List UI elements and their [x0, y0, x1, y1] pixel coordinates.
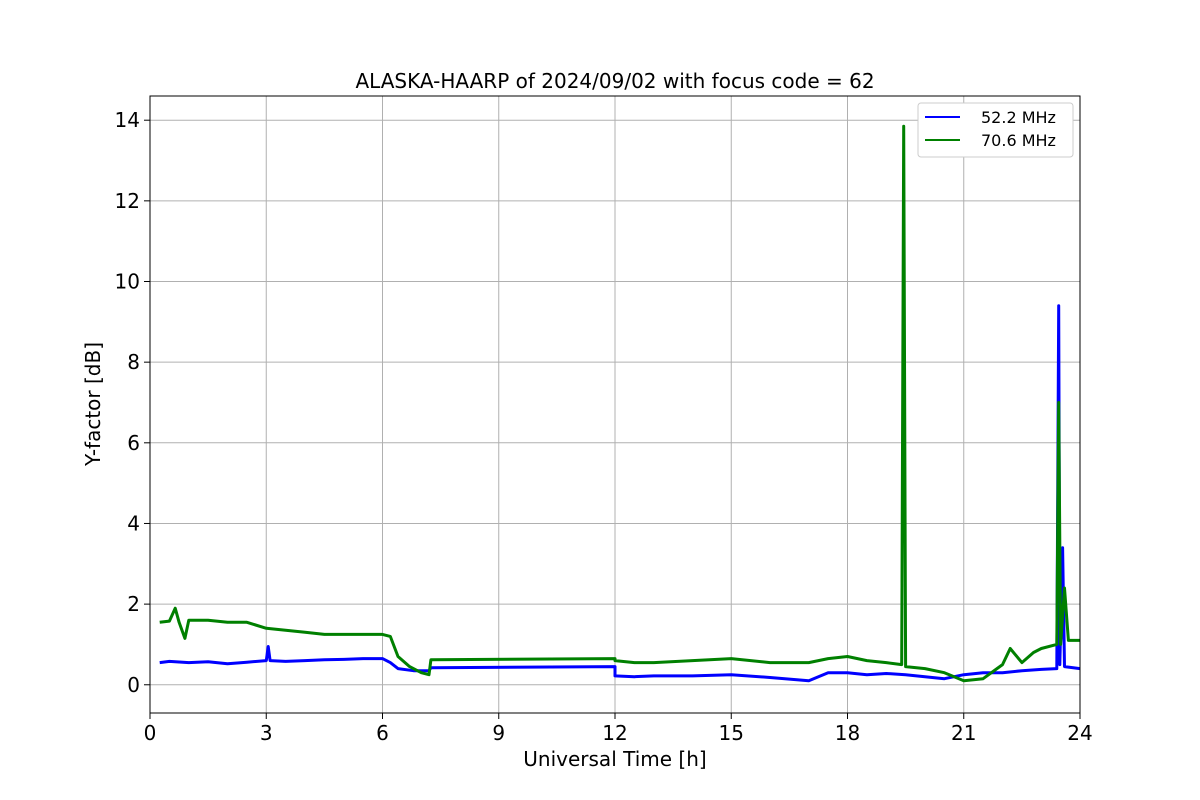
legend-label-70-6-mhz: 70.6 MHz: [981, 131, 1056, 150]
x-axis-label: Universal Time [h]: [523, 747, 706, 771]
x-tick-label: 3: [260, 721, 273, 745]
x-tick-label: 15: [719, 721, 744, 745]
x-tick-label: 9: [492, 721, 505, 745]
x-tick-label: 0: [144, 721, 157, 745]
x-tick-label: 12: [602, 721, 627, 745]
chart-title: ALASKA-HAARP of 2024/09/02 with focus co…: [355, 69, 874, 93]
y-tick-label: 8: [127, 350, 140, 374]
legend: 52.2 MHz 70.6 MHz: [917, 102, 1074, 158]
y-tick-label: 10: [115, 270, 140, 294]
y-tick-label: 2: [127, 592, 140, 616]
y-tick-label: 6: [127, 431, 140, 455]
series-line-70-6-mhz: [159, 124, 1080, 683]
series-line-52-2-mhz: [159, 304, 1081, 683]
y-tick-label: 4: [127, 511, 140, 535]
x-tick-label: 6: [376, 721, 389, 745]
legend-label-52-2-mhz: 52.2 MHz: [981, 108, 1056, 127]
y-axis-label: Y-factor [dB]: [81, 342, 105, 467]
series-layer: [159, 124, 1081, 683]
x-tick-label: 24: [1067, 721, 1092, 745]
y-tick-label: 0: [127, 673, 140, 697]
y-tick-label: 12: [115, 189, 140, 213]
x-tick-label: 21: [951, 721, 976, 745]
y-tick-label: 14: [115, 108, 140, 132]
x-tick-label: 18: [835, 721, 860, 745]
